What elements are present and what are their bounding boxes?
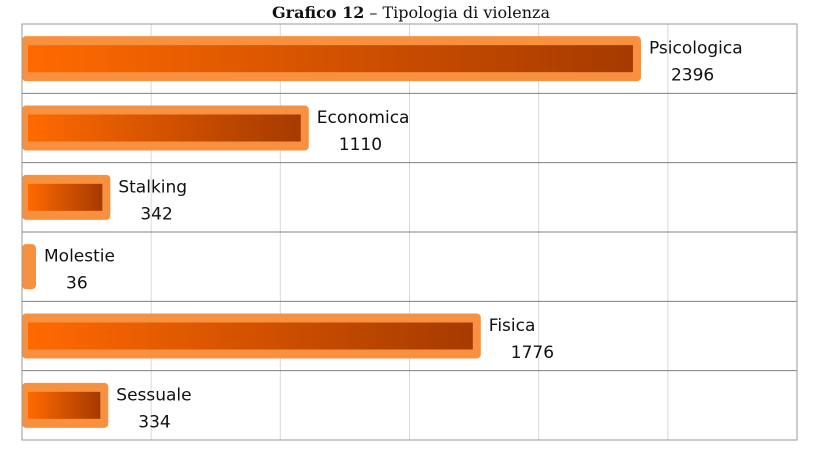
bar-category-label: Economica (317, 108, 410, 128)
bar-psicologica (22, 36, 641, 82)
chart-title-text: – Tipologia di violenza (364, 3, 550, 22)
bar-category-label: Psicologica (649, 39, 743, 59)
plot-frame (21, 23, 798, 441)
bar-fill (28, 45, 633, 73)
bar-fill (28, 391, 101, 419)
bar-sessuale (22, 382, 109, 428)
bar-category-label: Stalking (118, 177, 187, 197)
bar-fill (28, 114, 301, 142)
bar-value-label: 2396 (671, 66, 714, 86)
chart-title-number: Grafico 12 (271, 3, 365, 22)
bar-value-label: 36 (66, 274, 88, 294)
bar-category-label: Fisica (489, 316, 536, 336)
bar-value-label: 1776 (511, 343, 554, 363)
chart-title: Grafico 12 – Tipologia di violenza (0, 3, 822, 22)
bar-stalking (22, 174, 111, 220)
bar-value-label: 334 (138, 412, 170, 432)
bar-outline (22, 244, 36, 290)
bar-economica (22, 105, 309, 151)
bar-value-label: 342 (140, 204, 172, 224)
bar-value-label: 1110 (339, 135, 382, 155)
bar-fisica (22, 313, 481, 359)
labels-layer: Psicologica 2396 Economica 1110 Stalking 342 M… (44, 39, 743, 433)
bar-category-label: Sessuale (116, 385, 191, 405)
bar-category-label: Molestie (44, 247, 115, 267)
bar-molestie (22, 244, 36, 290)
bar-fill (28, 322, 473, 350)
bar-fill (28, 183, 103, 211)
bars-layer (22, 36, 641, 428)
grid-layer (22, 24, 797, 440)
